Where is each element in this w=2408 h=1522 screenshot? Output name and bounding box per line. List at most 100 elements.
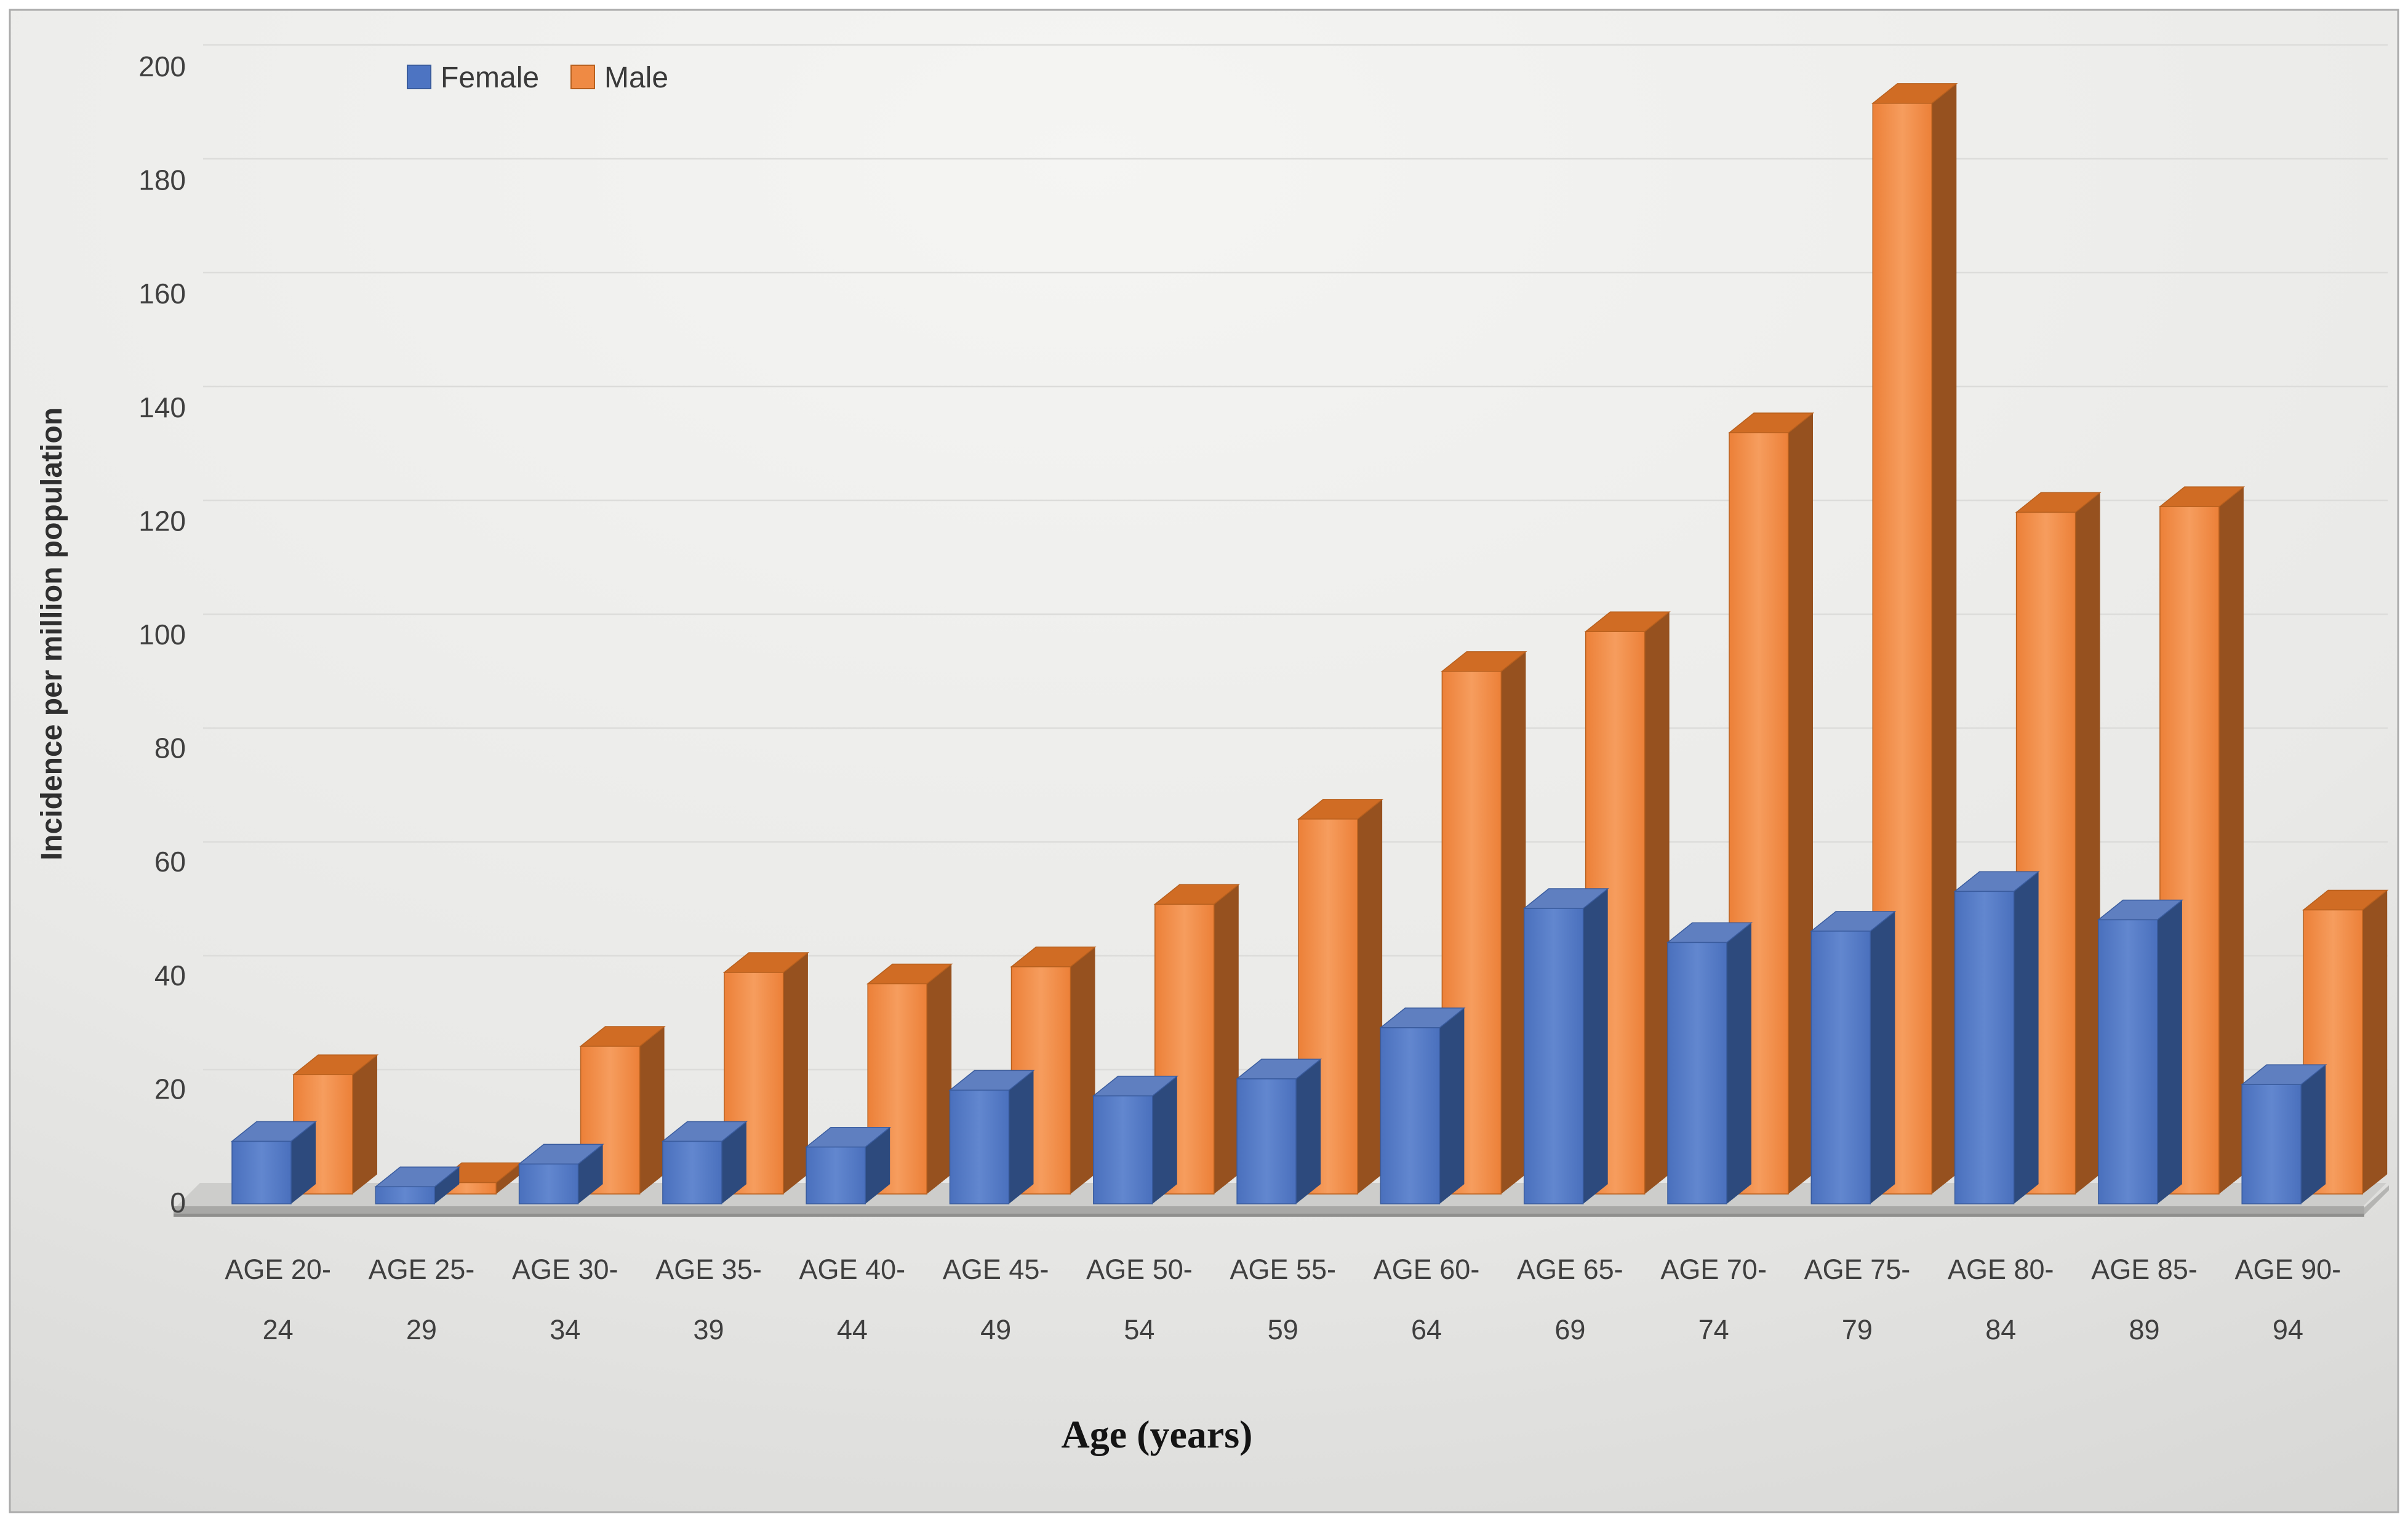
bar-side-face xyxy=(865,1127,890,1204)
x-category-label-line2: 44 xyxy=(837,1314,868,1345)
bar-side-face xyxy=(2157,900,2182,1204)
bar-front-face xyxy=(949,1089,1010,1204)
legend-label-male[interactable]: Male xyxy=(604,62,668,94)
y-tick-label-60: 60 xyxy=(154,846,186,878)
y-tick-label-180: 180 xyxy=(138,164,186,196)
bar-front-face xyxy=(1236,1078,1297,1204)
x-category-label-line2: 84 xyxy=(1985,1314,2016,1345)
bar-female-age-55-59[interactable] xyxy=(1235,1059,1322,1204)
bar-side-face xyxy=(1439,1007,1465,1204)
bar-female-age-50-54[interactable] xyxy=(1092,1075,1178,1204)
y-tick-label-40: 40 xyxy=(154,959,186,991)
bar-female-age-60-64[interactable] xyxy=(1379,1007,1466,1204)
y-axis-tick-labels: 0 20 40 60 80 100 120 140 160 180 200 xyxy=(138,50,186,1219)
y-tick-label-160: 160 xyxy=(138,278,186,310)
bar-side-face xyxy=(353,1055,377,1194)
bar-female-age-85-89[interactable] xyxy=(2097,899,2184,1204)
x-category-label-line2: 34 xyxy=(550,1314,580,1345)
y-tick-label-200: 200 xyxy=(138,50,186,82)
bar-front-face xyxy=(1380,1027,1441,1204)
bar-front-face xyxy=(1093,1095,1153,1204)
bar-female-age-65-69[interactable] xyxy=(1522,888,1609,1204)
y-tick-label-140: 140 xyxy=(138,391,186,423)
x-category-label-line1: AGE 50- xyxy=(1086,1254,1193,1285)
x-category-label-line1: AGE 55- xyxy=(1230,1254,1336,1285)
bar-side-face xyxy=(2014,871,2039,1204)
bar-male-age-40-44[interactable] xyxy=(866,963,953,1195)
bar-front-face xyxy=(518,1163,579,1204)
y-tick-label-100: 100 xyxy=(138,619,186,651)
x-category-label-line1: AGE 40- xyxy=(799,1254,906,1285)
x-category-label-line2: 69 xyxy=(1554,1314,1585,1345)
bar-side-face xyxy=(1583,889,1608,1204)
x-category-label-line1: AGE 60- xyxy=(1374,1254,1480,1285)
y-axis-title: Incidence per million population xyxy=(36,407,68,860)
bar-side-face xyxy=(1214,884,1239,1194)
bar-side-face xyxy=(639,1027,665,1194)
x-category-label-line1: AGE 30- xyxy=(512,1254,618,1285)
bar-side-face xyxy=(291,1121,316,1204)
bar-side-face xyxy=(927,964,952,1194)
bars-group xyxy=(230,83,2389,1204)
bar-side-face xyxy=(1152,1076,1177,1204)
x-category-label-line2: 79 xyxy=(1842,1314,1873,1345)
bar-side-face xyxy=(2362,890,2388,1194)
x-category-label-line1: AGE 45- xyxy=(943,1254,1049,1285)
bar-side-face xyxy=(1727,923,1751,1204)
bar-side-face xyxy=(1296,1059,1321,1204)
bar-front-face xyxy=(662,1140,722,1204)
x-category-label-line1: AGE 35- xyxy=(655,1254,762,1285)
x-category-label-line2: 24 xyxy=(263,1314,294,1345)
bar-female-age-25-29[interactable] xyxy=(374,1166,461,1204)
bar-side-face xyxy=(2301,1065,2326,1204)
bar-front-face xyxy=(231,1140,292,1204)
bar-female-age-35-39[interactable] xyxy=(661,1121,748,1204)
bar-male-age-70-74[interactable] xyxy=(1727,412,1815,1195)
x-category-label-line2: 89 xyxy=(2129,1314,2160,1345)
bar-side-face xyxy=(1070,947,1095,1194)
y-tick-label-80: 80 xyxy=(154,732,186,764)
x-category-label-line2: 49 xyxy=(980,1314,1011,1345)
bar-female-age-75-79[interactable] xyxy=(1810,911,1897,1204)
x-axis-category-labels: AGE 20- 24 AGE 25- 29 AGE 30- 34 AGE 35- 39 AGE … xyxy=(225,1254,2341,1345)
x-category-label-line1: AGE 90- xyxy=(2235,1254,2342,1285)
bar-front-face xyxy=(2241,1084,2302,1204)
legend-label-female[interactable]: Female xyxy=(441,62,539,94)
bar-side-face xyxy=(1644,612,1670,1194)
legend-swatch-female[interactable] xyxy=(407,65,431,89)
bar-front-face xyxy=(1523,908,1584,1204)
y-tick-label-0: 0 xyxy=(170,1187,186,1219)
x-category-label-line1: AGE 80- xyxy=(1948,1254,2054,1285)
bar-front-face xyxy=(806,1146,866,1204)
x-category-label-line2: 94 xyxy=(2273,1314,2303,1345)
x-category-label-line1: AGE 75- xyxy=(1804,1254,1911,1285)
bar-side-face xyxy=(434,1167,460,1204)
bar-female-age-40-44[interactable] xyxy=(805,1126,892,1204)
x-category-label-line2: 29 xyxy=(406,1314,437,1345)
x-category-label-line1: AGE 70- xyxy=(1660,1254,1767,1285)
bar-male-age-35-39[interactable] xyxy=(722,952,810,1195)
x-axis-title: Age (years) xyxy=(1062,1412,1253,1456)
bar-female-age-90-94[interactable] xyxy=(2241,1064,2327,1204)
legend: Female Male xyxy=(407,62,668,94)
bar-side-face xyxy=(1501,651,1526,1194)
x-category-label-line1: AGE 85- xyxy=(2091,1254,2198,1285)
floor-front-edge xyxy=(174,1206,2364,1215)
bar-female-age-45-49[interactable] xyxy=(948,1070,1035,1204)
bar-female-age-30-34[interactable] xyxy=(518,1144,604,1204)
legend-swatch-male[interactable] xyxy=(570,65,595,89)
y-tick-label-120: 120 xyxy=(138,505,186,537)
bar-side-face xyxy=(2075,492,2100,1194)
x-category-label-line1: AGE 20- xyxy=(225,1254,331,1285)
x-category-label-line1: AGE 25- xyxy=(369,1254,475,1285)
bar-female-age-80-84[interactable] xyxy=(1953,871,2040,1204)
floor-right-bevel xyxy=(2364,1185,2389,1215)
bar-front-face xyxy=(1810,931,1871,1204)
bar-front-face xyxy=(1667,942,1727,1204)
bar-front-face xyxy=(375,1186,436,1204)
x-category-label-line2: 39 xyxy=(694,1314,724,1345)
bar-front-face xyxy=(2098,919,2158,1204)
bar-female-age-70-74[interactable] xyxy=(1666,922,1753,1204)
bar-female-age-20-24[interactable] xyxy=(230,1121,318,1204)
